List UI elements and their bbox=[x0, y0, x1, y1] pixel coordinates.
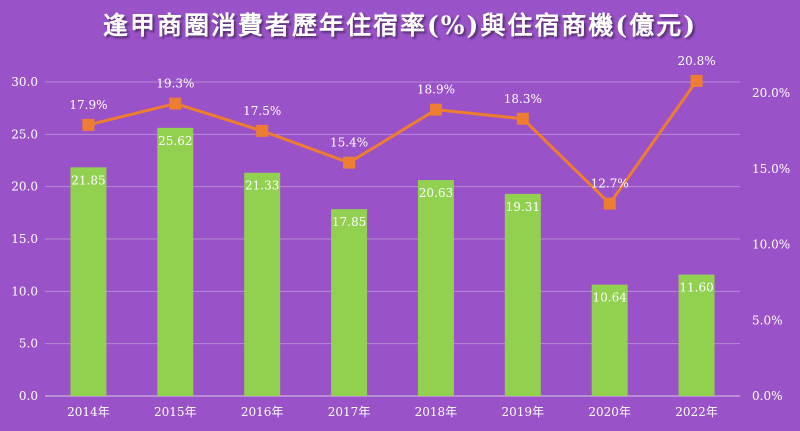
y-left-tick-label: 5.0 bbox=[19, 337, 38, 351]
line-marker bbox=[429, 103, 442, 116]
x-tick-label: 2014年 bbox=[67, 405, 110, 419]
bar-data-label: 17.85 bbox=[332, 215, 366, 229]
x-tick-label: 2015年 bbox=[154, 405, 197, 419]
bar-data-label: 11.60 bbox=[679, 281, 713, 295]
y-left-tick-label: 25.0 bbox=[11, 127, 38, 141]
line-data-label: 17.5% bbox=[243, 104, 281, 118]
x-tick-label: 2016年 bbox=[241, 405, 284, 419]
line-marker bbox=[603, 197, 616, 210]
bar-data-label: 21.33 bbox=[245, 179, 279, 193]
line-marker bbox=[690, 74, 703, 87]
x-tick-label: 2019年 bbox=[502, 405, 545, 419]
line-data-label: 18.9% bbox=[417, 83, 455, 97]
chart-title: 逢甲商圈消費者歷年住宿率(%)與住宿商機(億元) bbox=[102, 11, 698, 40]
bar-data-label: 19.31 bbox=[506, 200, 540, 214]
bar bbox=[157, 127, 194, 397]
bar bbox=[591, 284, 628, 396]
line-series bbox=[88, 80, 698, 206]
y-left-tick-label: 0.0 bbox=[19, 389, 38, 403]
x-tick-label: 2018年 bbox=[415, 405, 458, 419]
line-marker bbox=[343, 156, 356, 169]
line-marker bbox=[516, 112, 529, 125]
y-right-tick-label: 10.0% bbox=[752, 238, 790, 252]
y-right-tick-label: 15.0% bbox=[752, 162, 790, 176]
y-left-tick-label: 10.0 bbox=[11, 284, 38, 298]
y-right-tick-label: 20.0% bbox=[752, 86, 790, 100]
bar bbox=[244, 172, 281, 396]
bar-data-label: 21.85 bbox=[71, 173, 105, 187]
bar-data-label: 20.63 bbox=[419, 186, 453, 200]
x-tick-label: 2022年 bbox=[675, 405, 718, 419]
y-left-tick-label: 15.0 bbox=[11, 232, 38, 246]
x-tick-label: 2020年 bbox=[588, 405, 631, 419]
bar bbox=[70, 167, 107, 396]
bar bbox=[331, 209, 368, 396]
bar bbox=[417, 180, 454, 396]
line-marker bbox=[82, 118, 95, 131]
bar-data-label: 10.64 bbox=[593, 291, 628, 305]
line-marker bbox=[169, 97, 182, 110]
line-data-label: 20.8% bbox=[678, 54, 716, 68]
line-data-label: 15.4% bbox=[330, 136, 368, 150]
bar bbox=[678, 274, 715, 396]
y-left-tick-label: 20.0 bbox=[11, 180, 38, 194]
line-data-label: 12.7% bbox=[591, 177, 629, 191]
y-right-tick-label: 5.0% bbox=[752, 313, 783, 327]
line-data-label: 18.3% bbox=[504, 92, 542, 106]
y-right-tick-label: 0.0% bbox=[752, 389, 783, 403]
bar bbox=[504, 193, 541, 396]
bar-data-label: 25.62 bbox=[158, 134, 192, 148]
line-data-label: 17.9% bbox=[69, 98, 107, 112]
x-tick-label: 2017年 bbox=[328, 405, 371, 419]
line-data-label: 19.3% bbox=[156, 77, 194, 91]
line-marker bbox=[256, 124, 269, 137]
y-left-tick-label: 30.0 bbox=[11, 75, 38, 89]
